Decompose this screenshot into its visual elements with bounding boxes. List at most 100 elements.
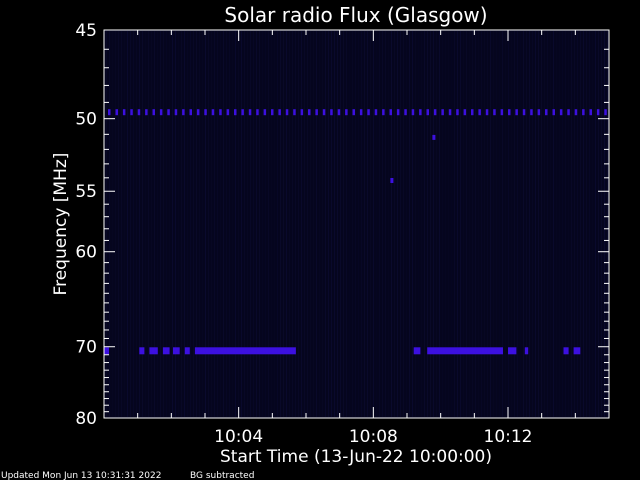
signal-dot bbox=[463, 109, 467, 116]
noise-streak bbox=[235, 31, 236, 417]
noise-streak bbox=[385, 31, 386, 417]
noise-streak bbox=[319, 31, 320, 417]
noise-streak bbox=[190, 31, 191, 417]
noise-streak bbox=[499, 31, 500, 417]
noise-streak bbox=[310, 31, 311, 417]
y-axis: 45 50 55 60 70 80 bbox=[75, 21, 609, 429]
dotted-signal-line bbox=[108, 109, 607, 116]
signal-dot bbox=[182, 109, 185, 116]
noise-streak bbox=[298, 31, 299, 417]
signal-dot bbox=[574, 109, 578, 116]
x-axis-title: Start Time (13-Jun-22 10:00:00) bbox=[220, 447, 492, 467]
signal-dot bbox=[411, 109, 415, 116]
signal-dot bbox=[404, 109, 407, 116]
noise-streak bbox=[175, 31, 176, 417]
noise-streak bbox=[295, 31, 296, 417]
noise-streak bbox=[553, 31, 554, 417]
noise-streak bbox=[304, 31, 305, 417]
noise-streak bbox=[127, 31, 128, 417]
noise-streak bbox=[286, 31, 287, 417]
signal-dot bbox=[308, 109, 311, 116]
noise-streak bbox=[358, 31, 359, 417]
noise-streak bbox=[226, 31, 227, 417]
signal-dot bbox=[382, 109, 385, 116]
signal-band bbox=[508, 347, 517, 355]
noise-streak bbox=[208, 31, 209, 417]
signal-dot bbox=[211, 109, 215, 116]
noise-streak bbox=[541, 31, 542, 417]
signal-dot bbox=[559, 109, 563, 116]
noise-streak bbox=[571, 31, 572, 417]
signal-dot bbox=[189, 109, 192, 116]
noise-streak bbox=[403, 31, 404, 417]
noise-streak bbox=[205, 31, 206, 417]
signal-dot bbox=[352, 109, 355, 116]
noise-streak bbox=[397, 31, 398, 417]
noise-streak bbox=[532, 31, 533, 417]
noise-streak bbox=[469, 31, 470, 417]
signal-band bbox=[563, 347, 569, 355]
noise-streak bbox=[400, 31, 401, 417]
noise-streak bbox=[388, 31, 389, 417]
noise-streak bbox=[280, 31, 281, 417]
signal-dot bbox=[396, 109, 400, 116]
noise-streak bbox=[574, 31, 575, 417]
y-tick-label: 80 bbox=[75, 409, 97, 429]
noise-streak bbox=[598, 31, 599, 417]
signal-dot bbox=[256, 109, 259, 116]
y-tick-label: 70 bbox=[75, 338, 97, 358]
noise-streak bbox=[199, 31, 200, 417]
signal-dot bbox=[330, 109, 333, 116]
signal-dot bbox=[359, 109, 363, 116]
signal-dot bbox=[493, 109, 496, 116]
noise-streak bbox=[136, 31, 137, 417]
signal-dot bbox=[248, 109, 252, 116]
signal-dot bbox=[271, 109, 274, 116]
noise-streak bbox=[424, 31, 425, 417]
signal-band bbox=[524, 347, 529, 355]
signal-dot bbox=[300, 109, 304, 116]
noise-streak bbox=[247, 31, 248, 417]
signal-band bbox=[149, 347, 158, 355]
noise-streak bbox=[484, 31, 485, 417]
signal-dot bbox=[374, 109, 378, 116]
signal-dot bbox=[278, 109, 281, 116]
noise-streak bbox=[601, 31, 602, 417]
updated-timestamp: Updated Mon Jun 13 10:31:31 2022 bbox=[1, 471, 161, 480]
noise-streak bbox=[169, 31, 170, 417]
noise-streak bbox=[181, 31, 182, 417]
noise-streak bbox=[196, 31, 197, 417]
noise-streak bbox=[355, 31, 356, 417]
noise-streak bbox=[430, 31, 431, 417]
signal-band bbox=[194, 347, 296, 355]
noise-streak bbox=[265, 31, 266, 417]
noise-streak bbox=[523, 31, 524, 417]
noise-streak bbox=[166, 31, 167, 417]
noise-streak bbox=[589, 31, 590, 417]
noise-streak bbox=[535, 31, 536, 417]
signal-dot bbox=[226, 109, 230, 116]
signal-dot bbox=[196, 109, 200, 116]
signal-dot bbox=[315, 109, 318, 116]
noise-streak bbox=[223, 31, 224, 417]
signal-dot bbox=[426, 109, 429, 116]
noise-streak bbox=[376, 31, 377, 417]
signal-dot bbox=[159, 109, 163, 116]
y-tick-label: 50 bbox=[75, 110, 97, 130]
noise-streak bbox=[379, 31, 380, 417]
noise-streak bbox=[184, 31, 185, 417]
noise-streak bbox=[514, 31, 515, 417]
signal-band bbox=[573, 347, 581, 355]
background-note: BG subtracted bbox=[190, 471, 254, 480]
noise-streak bbox=[604, 31, 605, 417]
noise-streak bbox=[241, 31, 242, 417]
signal-dot bbox=[137, 109, 141, 116]
noise-streak bbox=[193, 31, 194, 417]
noise-streak bbox=[307, 31, 308, 417]
noise-streak bbox=[478, 31, 479, 417]
noise-streak bbox=[559, 31, 560, 417]
noise-streak bbox=[586, 31, 587, 417]
signal-dot bbox=[152, 109, 155, 116]
noise-streak bbox=[454, 31, 455, 417]
